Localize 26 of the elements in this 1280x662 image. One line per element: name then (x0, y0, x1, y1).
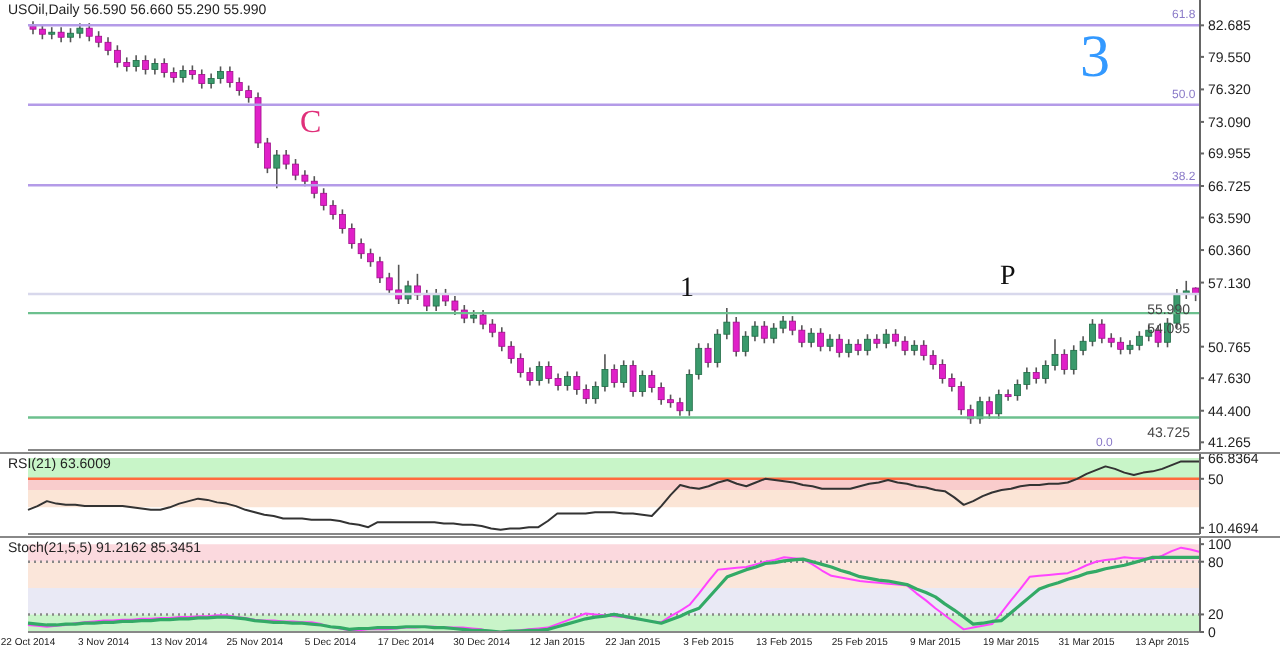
candlestick (995, 388, 1003, 420)
candlestick (835, 333, 843, 359)
candlestick (639, 369, 646, 398)
candlestick (807, 327, 815, 349)
candlestick (404, 280, 412, 305)
candlestick (610, 363, 618, 389)
annotation: C (300, 106, 322, 140)
annotation: P (1000, 262, 1016, 292)
candlestick (732, 316, 740, 358)
annotation: 3 (1080, 24, 1110, 90)
candlestick (48, 26, 56, 41)
candlestick (845, 338, 853, 359)
candlestick (273, 149, 281, 190)
candlestick (1060, 348, 1068, 376)
annotation: 1 (680, 274, 694, 304)
candlestick (535, 360, 543, 387)
candlestick (142, 54, 149, 76)
candlestick (704, 342, 712, 369)
candlestick (864, 333, 871, 357)
candlestick (817, 327, 824, 353)
candlestick (882, 328, 890, 350)
candlestick (432, 288, 440, 312)
candlestick (629, 359, 637, 398)
candlestick (760, 320, 768, 345)
candlestick (620, 359, 628, 389)
candlestick (564, 370, 571, 392)
